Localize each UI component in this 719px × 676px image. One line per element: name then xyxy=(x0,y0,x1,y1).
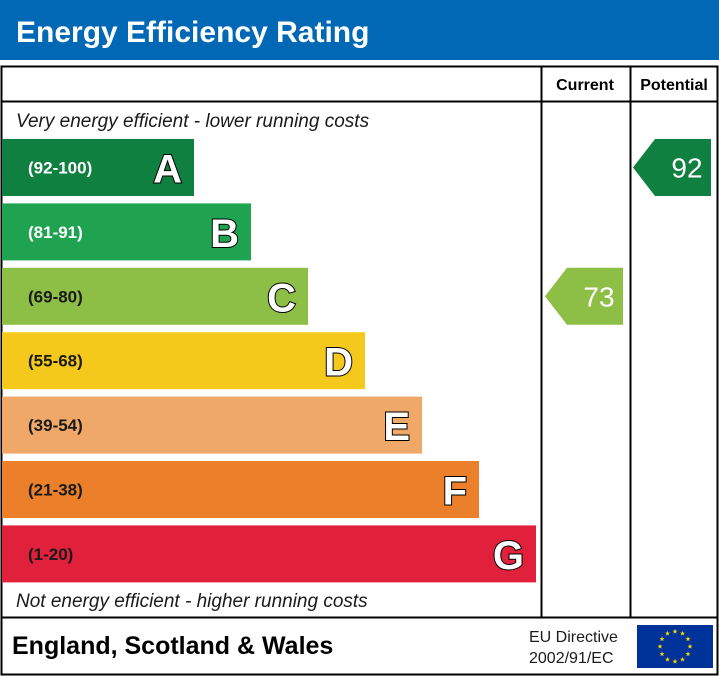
flag-star xyxy=(657,643,663,649)
band-b xyxy=(2,203,251,261)
flag-star xyxy=(685,636,691,642)
potential-score: 92 xyxy=(671,153,702,184)
flag-star xyxy=(672,628,678,634)
band-d xyxy=(2,332,365,390)
band-e-letter: E xyxy=(383,405,410,449)
inefficient-caption: Not energy efficient - higher running co… xyxy=(16,591,368,612)
flag-star xyxy=(665,630,670,636)
region-label: England, Scotland & Wales xyxy=(12,632,333,660)
band-a-letter: A xyxy=(153,148,182,192)
band-e xyxy=(2,396,422,454)
band-c xyxy=(2,267,308,325)
flag-star xyxy=(672,658,678,664)
directive-label: EU Directive xyxy=(529,629,618,646)
band-g-range: (1-20) xyxy=(28,545,73,564)
flag-star xyxy=(659,651,665,657)
flag-star xyxy=(659,636,665,642)
chart-title: Energy Efficiency Rating xyxy=(16,16,369,49)
flag-star xyxy=(685,651,691,657)
flag-star xyxy=(687,643,693,649)
band-e-range: (39-54) xyxy=(28,416,83,435)
title-bar xyxy=(0,0,719,60)
band-f-letter: F xyxy=(443,470,467,514)
chart-frame xyxy=(0,65,719,676)
eu-flag-icon xyxy=(637,625,713,668)
band-d-range: (55-68) xyxy=(28,352,83,371)
flag-star xyxy=(680,630,685,636)
directive-number: 2002/91/EC xyxy=(529,650,614,667)
band-b-letter: B xyxy=(210,212,239,256)
band-c-range: (69-80) xyxy=(28,287,83,306)
band-f-range: (21-38) xyxy=(28,481,83,500)
band-c-letter: C xyxy=(267,276,296,320)
band-a-range: (92-100) xyxy=(28,159,92,178)
band-d-letter: D xyxy=(324,341,353,385)
potential-column-header: Potential xyxy=(640,77,708,94)
band-f xyxy=(2,461,479,518)
current-arrow xyxy=(545,267,623,325)
potential-arrow xyxy=(633,139,711,196)
current-column-header: Current xyxy=(556,77,614,94)
rating-bands: (92-100) A (81-91) B (69-80) C (55-68) D (39-54)… xyxy=(2,139,536,583)
flag-star xyxy=(680,656,685,662)
flag-star xyxy=(665,656,670,662)
band-g xyxy=(2,525,536,583)
band-a xyxy=(2,139,194,196)
efficient-caption: Very energy efficient - lower running co… xyxy=(16,111,370,132)
band-b-range: (81-91) xyxy=(28,223,83,242)
current-score: 73 xyxy=(583,281,614,312)
rating-scores: 73 92 xyxy=(545,139,711,325)
band-g-letter: G xyxy=(493,534,524,578)
